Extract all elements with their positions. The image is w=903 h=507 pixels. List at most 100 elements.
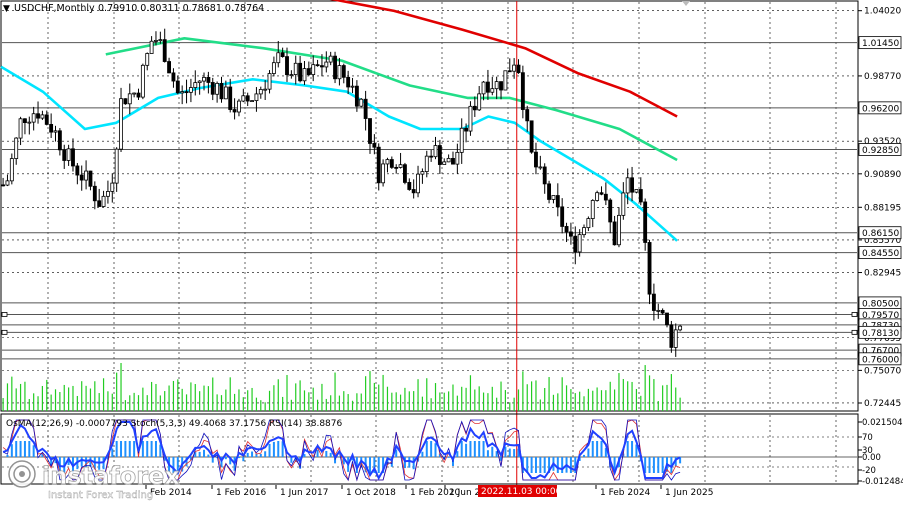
level-label-box [858,226,902,240]
candle-body [298,62,303,82]
candle-body [223,86,228,100]
level-label-box [858,101,902,115]
candlesticks [1,28,683,357]
horizontal-levels [1,42,858,360]
candle-body [394,166,399,169]
candle-body [132,92,137,95]
candle-body [306,68,311,75]
level-handle [851,329,858,335]
indicator-tick-label: 0.00 [862,453,881,463]
time-axis: Feb 2014 1 Feb 2016 1 Jun 2017 1 Oct 2018 1 … [145,485,713,498]
brand-label: instaforex [42,462,180,490]
level-label: 0.76000 [862,355,899,365]
candle-body [123,98,128,105]
candle-body [285,56,289,76]
candle-body [250,100,254,103]
level-label: 0.86150 [862,229,899,239]
price-tick-label: 0.75070 [864,366,901,376]
level-label: 0.92850 [862,146,899,156]
candle-body [660,309,665,314]
candle-body [665,312,669,326]
candle-body [647,242,652,295]
price-tick-label: 0.98770 [864,72,901,82]
candle-body [603,193,608,201]
candle-body [516,64,521,74]
candle-body [590,200,595,219]
candle-body [62,149,67,161]
candle-body [328,55,333,63]
candle-body [363,98,368,119]
candle-body [555,195,560,208]
candle-body [564,226,569,233]
candle-body [79,174,84,181]
candle-body [49,124,54,133]
candle-body [595,192,600,201]
candle-body [617,214,621,246]
level-label-box [858,352,902,366]
candle-body [57,130,62,151]
candle-body [403,164,407,183]
candle-body [237,100,241,113]
candle-body [634,189,639,193]
instaforex-logo: instaforex Instant Forex Trading [8,460,181,501]
indicator-tick-label: -0.012484 [862,477,903,487]
scroll-marker-icon[interactable] [682,1,690,6]
candle-body [678,325,683,331]
candle-body [320,65,324,68]
candle-body [673,329,678,348]
moving-average-line [0,65,678,242]
candle-body [477,93,482,111]
time-label: 1 Feb 2020 [410,488,461,498]
candle-body [289,74,294,76]
candle-body [582,227,586,236]
candle-body [424,155,429,172]
moving-average-line [105,37,678,162]
candle-body [346,76,351,88]
candle-body [512,64,517,72]
time-label: 1 Jun 2 [449,488,480,498]
candle-body [651,293,656,311]
candle-body [468,105,473,132]
candle-body [568,231,573,237]
moving-average-line [329,0,678,118]
price-tick-label: 0.77695 [864,334,901,344]
chart-menu-arrow[interactable]: ▼ [3,4,10,14]
candle-body [193,82,198,88]
candle-body [420,171,425,175]
candle-body [84,170,89,181]
candle-body [455,151,460,165]
candle-body [503,70,508,91]
price-tick-label: 0.85570 [864,236,901,246]
candle-body [411,189,416,194]
level-labels: 1.01450 0.96200 0.92850 0.86150 0.84550 0.805… [858,36,902,366]
time-label: 1 Jun 2017 [280,488,328,498]
candle-body [354,85,359,107]
level-handle [1,312,8,317]
level-label-box [858,143,902,156]
candle-body [97,200,102,207]
candle-body [210,82,215,95]
price-tick-label: 0.93520 [864,137,901,147]
candle-body [507,70,512,73]
candle-body [442,161,447,165]
candle-body [280,52,285,58]
level-label: 1.01450 [862,39,899,49]
candle-body [577,234,582,253]
indicator-tick-label: 70 [862,433,873,443]
level-label: 0.78130 [862,329,899,339]
candle-body [88,170,93,187]
price-panel-frame [0,0,859,412]
price-tick-label: 0.82945 [864,269,901,279]
time-label: 1 Feb 2016 [216,488,267,498]
candle-body [612,221,617,246]
candle-body [31,113,36,123]
candle-body [145,53,150,66]
candle-body [407,182,412,190]
candle-body [376,146,381,184]
oscillator-lines [2,419,681,482]
volume-bars [2,363,681,411]
candle-body [586,218,591,229]
candle-body [472,105,477,111]
